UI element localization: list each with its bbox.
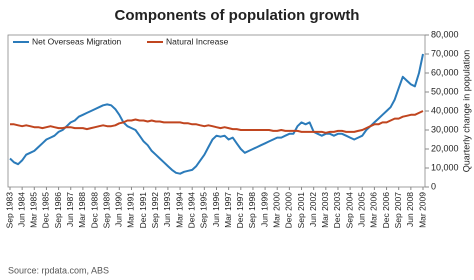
x-tick-label: Mar 2003 [320,192,330,228]
x-tick-label: Mar 1988 [77,192,87,228]
y-tick-label: 40,000 [431,105,459,115]
x-tick-label: Jun 1999 [259,192,269,227]
y-tick-label: 80,000 [431,29,459,39]
x-tick-label: Sep 1983 [4,192,14,229]
chart-title: Components of population growth [115,7,360,24]
x-tick-label: Jun 1987 [65,192,75,227]
x-tick-label: Sep 2004 [344,192,354,229]
x-tick-label: Sep 1992 [150,192,160,229]
x-tick-label: Mar 2009 [417,192,427,228]
y-tick-label: 20,000 [431,143,459,153]
x-tick-label: Sep 1995 [199,192,209,229]
x-tick-label: Jun 1996 [211,192,221,227]
y-tick-label: 70,000 [431,48,459,58]
x-tick-label: Dec 1991 [138,192,148,229]
y-tick-label: 10,000 [431,162,459,172]
x-tick-label: Sep 2007 [393,192,403,229]
x-tick-label: Sep 2001 [296,192,306,229]
x-tick-label: Dec 2003 [332,192,342,229]
x-tick-label: Jun 2002 [308,192,318,227]
x-tick-label: Dec 2000 [284,192,294,229]
x-tick-label: Dec 1994 [186,192,196,229]
x-tick-label: Mar 1997 [223,192,233,228]
plot-frame [7,34,426,188]
source-note: Source: rpdata.com, ABS [8,265,109,275]
x-tick-label: Jun 2008 [405,192,415,227]
x-tick-label: Mar 1985 [29,192,39,228]
y-tick-label: 60,000 [431,67,459,77]
x-tick-label: Mar 1991 [126,192,136,228]
x-tick-label: Dec 1988 [89,192,99,229]
x-tick-label: Sep 1986 [53,192,63,229]
x-tick-label: Jun 1990 [114,192,124,227]
x-tick-label: Dec 1985 [41,192,51,229]
x-tick-label: Mar 1994 [174,192,184,228]
x-tick-label: Dec 1997 [235,192,245,229]
y-tick-label: 30,000 [431,124,459,134]
legend-label: Natural Increase [166,36,229,46]
x-tick-label: Sep 1989 [101,192,111,229]
y-tick-label: 50,000 [431,86,459,96]
series-line [9,53,424,175]
series-line [10,110,424,134]
x-tick-label: Dec 2006 [381,192,391,229]
x-tick-label: Sep 1998 [247,192,257,229]
x-tick-label: Mar 2000 [271,192,281,228]
y-axis-title: Quarterly change in population [461,50,471,173]
y-tick-label: 0 [431,181,436,191]
legend-label: Net Overseas Migration [32,36,122,46]
x-tick-label: Jun 2005 [357,192,367,227]
x-tick-label: Jun 1993 [162,192,172,227]
x-tick-label: Mar 2006 [369,192,379,228]
x-tick-label: Jun 1984 [16,192,26,227]
